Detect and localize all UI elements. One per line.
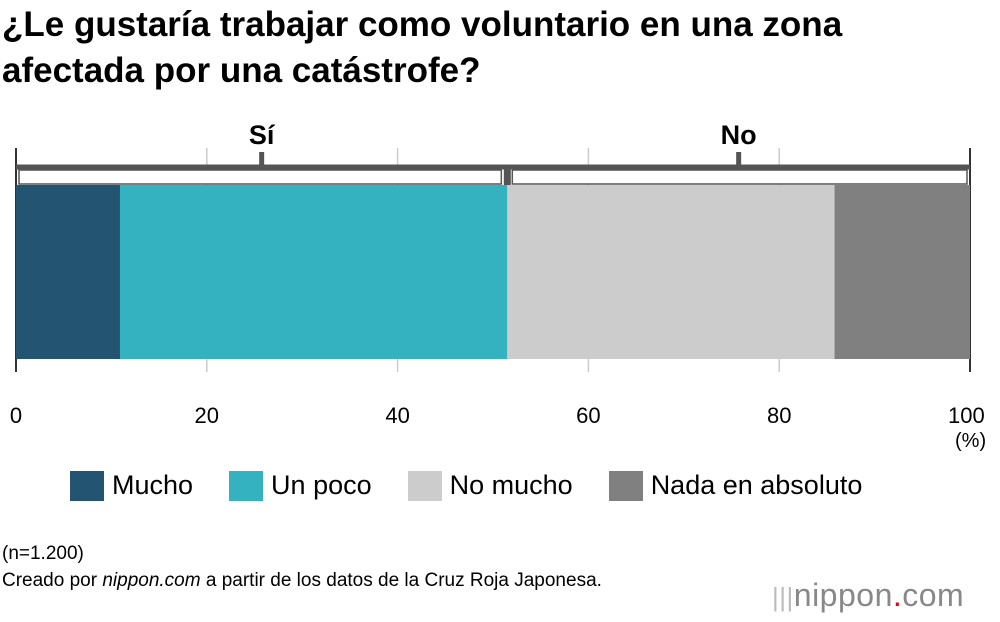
legend-item: Nada en absoluto (608, 470, 863, 501)
group-bracket-box (511, 169, 968, 185)
legend-label: Nada en absoluto (650, 470, 863, 500)
group-bracket-box (18, 169, 503, 185)
legend-label: Mucho (112, 470, 194, 500)
group-label: No (721, 120, 757, 150)
x-axis-unit: (%) (955, 430, 987, 452)
legend-swatch (608, 470, 643, 501)
bar-segment-un-poco (119, 185, 508, 359)
bar-segment-nada-en-absoluto (834, 185, 970, 359)
legend: Mucho Un poco No mucho Nada en absoluto (70, 470, 898, 501)
legend-swatch (70, 470, 104, 501)
logo-dot: . (892, 577, 903, 613)
legend-swatch (407, 470, 442, 501)
bar-segment-mucho (16, 185, 120, 359)
sample-size: (n=1.200) (2, 543, 84, 564)
legend-swatch (229, 470, 264, 501)
chart-area: 0 20 40 60 80 100 Sí No (10, 120, 985, 428)
group-label: Sí (249, 120, 276, 150)
nippon-logo: |||nippon.com (772, 577, 965, 613)
legend-item: No mucho (407, 470, 573, 501)
source-note: Creado por nippon.com a partir de los da… (2, 567, 602, 594)
source-post: a partir de los datos de la Cruz Roja Ja… (200, 570, 602, 591)
x-tick-label: 40 (385, 403, 409, 428)
chart-title: ¿Le gustaría trabajar como voluntario en… (2, 5, 843, 90)
source-site: nippon.com (102, 570, 201, 591)
legend-label: No mucho (449, 470, 573, 500)
logo-suffix: com (902, 577, 965, 613)
x-tick-label: 0 (10, 403, 22, 428)
x-tick-label: 20 (195, 403, 219, 428)
x-tick-label: 100 (948, 403, 985, 428)
x-tick-label: 80 (767, 403, 791, 428)
bar-segment-no-mucho (507, 185, 835, 359)
legend-item: Un poco (229, 470, 372, 501)
logo-name: nippon (793, 577, 893, 613)
x-tick-label: 60 (576, 403, 600, 428)
source-pre: Creado por (2, 570, 103, 591)
notes: (n=1.200) Creado por nippon.com a partir… (2, 540, 602, 594)
legend-label: Un poco (271, 470, 372, 500)
legend-item: Mucho (70, 470, 193, 501)
